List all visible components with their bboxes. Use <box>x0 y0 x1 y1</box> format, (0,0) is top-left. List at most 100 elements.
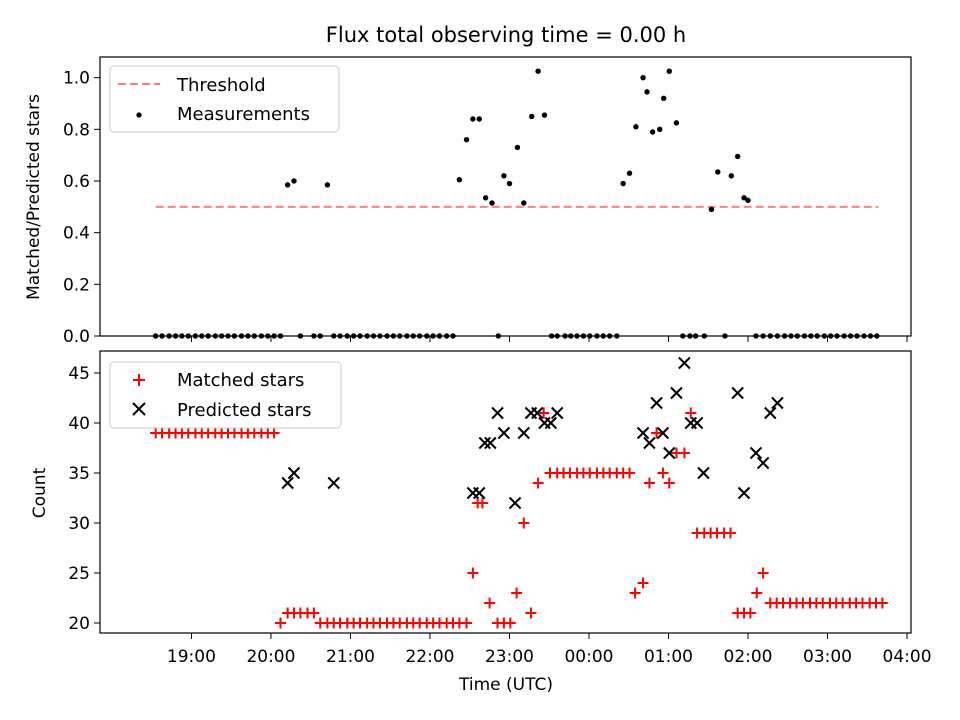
measurement-point <box>708 206 715 213</box>
matched-star-point <box>757 567 769 579</box>
measurement-point <box>657 126 663 133</box>
legend-threshold-label: Threshold <box>176 75 266 96</box>
predicted-star-point <box>544 416 558 430</box>
matched-star-point <box>629 587 641 599</box>
predicted-star-point <box>517 426 530 440</box>
predicted-star-point <box>749 446 763 460</box>
ratio-plot-frame <box>99 56 912 337</box>
predicted-star-point <box>508 496 522 510</box>
predicted-star-point <box>650 396 663 410</box>
measurement-point <box>501 173 507 179</box>
count-y-tick-label: 20 <box>68 614 90 634</box>
measurement-point <box>284 182 291 188</box>
count-plot-frame <box>99 350 912 634</box>
matched-star-point <box>876 597 888 609</box>
matched-star-point <box>525 607 537 619</box>
x-tick-label: 20:00 <box>246 647 295 667</box>
count-y-tick-label: 45 <box>68 364 90 384</box>
measurement-point <box>506 180 513 187</box>
ratio-y-tick-label: 0.0 <box>63 327 90 347</box>
predicted-star-point <box>771 396 784 410</box>
matched-star-point <box>657 467 669 479</box>
legend-matched-label: Matched stars <box>177 370 304 391</box>
predicted-star-point <box>663 446 676 460</box>
legend-predicted-swatch <box>132 402 146 416</box>
predicted-star-point <box>478 436 492 450</box>
matched-star-point <box>518 517 530 529</box>
predicted-star-point <box>497 426 511 440</box>
measurement-point <box>644 89 650 95</box>
legend-measurements-label: Measurements <box>177 104 310 125</box>
measurement-point <box>482 195 489 201</box>
count-y-tick-label: 40 <box>68 414 90 434</box>
count-x-ticks: 19:00 20:00 21:00 22:00 23:00 00:00 01:00 02:00… <box>167 633 932 667</box>
matched-star-point <box>744 607 756 619</box>
measurement-point <box>620 180 626 187</box>
measurement-point <box>521 200 527 206</box>
matched-star-point <box>484 597 496 609</box>
x-tick-label: 00:00 <box>564 647 613 667</box>
predicted-star-point <box>643 436 656 450</box>
legend-matched-swatch <box>133 374 145 386</box>
x-tick-label: 02:00 <box>724 647 773 667</box>
matched-star-point <box>643 477 655 489</box>
measurement-point <box>463 136 470 143</box>
ratio-y-axis-label: Matched/Predicted stars <box>24 94 44 300</box>
x-tick-label: 22:00 <box>405 647 454 667</box>
measurement-point <box>470 116 476 122</box>
predicted-star-point <box>636 426 650 440</box>
matched-star-point <box>538 407 550 419</box>
measurement-point <box>535 68 541 74</box>
matched-star-point <box>663 477 675 489</box>
measurement-point <box>715 169 721 175</box>
ratio-y-tick-label: 1.0 <box>63 69 90 89</box>
matched-star-point <box>476 497 488 509</box>
predicted-star-point <box>491 406 504 420</box>
legend-predicted-label: Predicted stars <box>177 400 311 421</box>
measurement-point <box>728 173 735 179</box>
predicted-star-point <box>550 406 564 420</box>
count-data-layer <box>150 356 888 629</box>
matched-star-point <box>685 407 697 419</box>
measurement-point <box>649 129 656 135</box>
ratio-y-tick-label: 0.4 <box>63 224 90 244</box>
count-legend: Matched stars Predicted stars <box>109 361 342 429</box>
count-y-axis-label: Count <box>30 467 50 518</box>
x-tick-label: 19:00 <box>167 647 216 667</box>
predicted-star-point <box>656 426 670 440</box>
predicted-star-point <box>281 476 294 490</box>
matched-star-point <box>504 617 516 629</box>
x-tick-label: 23:00 <box>485 647 534 667</box>
measurement-point <box>456 177 463 183</box>
legend-measurements-swatch <box>136 112 142 118</box>
measurement-point <box>633 124 639 130</box>
measurement-point <box>529 113 535 120</box>
count-panel: 20 25 30 35 40 45 19:00 20:00 21:00 22:00 23:00 00… <box>30 350 932 695</box>
predicted-star-point <box>756 456 770 470</box>
ratio-y-tick-label: 0.8 <box>63 120 90 140</box>
measurement-point <box>291 178 297 184</box>
ratio-y-ticks: 0.0 0.2 0.4 0.6 0.8 1.0 <box>63 69 100 347</box>
predicted-star-point <box>473 486 486 500</box>
chart-title: Flux total observing time = 0.00 h <box>326 23 686 47</box>
predicted-star-point <box>531 406 544 420</box>
measurement-point <box>489 200 495 206</box>
count-legend-box <box>109 361 342 429</box>
ratio-x-ticks <box>190 336 908 342</box>
matched-star-point <box>467 567 479 579</box>
x-tick-label: 21:00 <box>326 647 375 667</box>
predicted-star-point <box>484 436 497 450</box>
predicted-star-point <box>697 466 710 480</box>
ratio-panel: 0.0 0.2 0.4 0.6 0.8 1.0 Matched/Predicted sta… <box>24 56 912 347</box>
x-tick-label: 03:00 <box>803 647 852 667</box>
measurement-point <box>673 120 680 126</box>
count-y-tick-label: 30 <box>68 514 90 534</box>
matched-star-point <box>624 467 636 479</box>
matched-star-point <box>725 527 737 539</box>
matched-star-point <box>268 427 280 439</box>
measurement-point <box>661 95 667 102</box>
matched-star-point <box>274 617 286 629</box>
measurement-point <box>745 197 751 204</box>
measurement-point <box>541 112 548 118</box>
